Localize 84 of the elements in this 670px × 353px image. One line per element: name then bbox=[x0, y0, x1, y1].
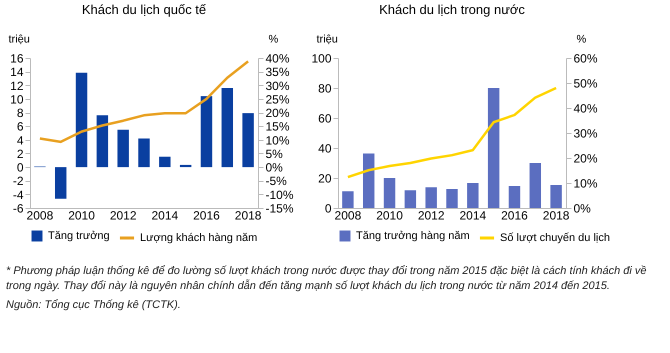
y2-tick-label: -5% bbox=[266, 174, 288, 188]
y-tick-label: 16 bbox=[10, 52, 24, 66]
y2-tick-label: 0% bbox=[266, 160, 284, 175]
y-tick-label: -2 bbox=[12, 174, 24, 188]
bar bbox=[159, 156, 171, 168]
y-tick-label: 20 bbox=[318, 172, 332, 186]
bar bbox=[384, 178, 396, 208]
bar bbox=[467, 183, 479, 208]
y2-tick-label: 25% bbox=[266, 92, 290, 106]
x-tick-label: 2012 bbox=[110, 208, 137, 222]
y2-tick-label: 30% bbox=[266, 78, 290, 93]
bar bbox=[550, 185, 562, 208]
y-axis-title: triệu bbox=[316, 34, 338, 46]
legend-label: Lượng khách hàng năm bbox=[140, 232, 258, 244]
y2-tick-label: 5% bbox=[266, 146, 284, 161]
y-tick-label: 2 bbox=[16, 146, 24, 161]
bar bbox=[180, 164, 192, 168]
x-tick-label: 2012 bbox=[418, 208, 445, 222]
x-tick-label: 2008 bbox=[26, 208, 54, 222]
bar bbox=[508, 186, 520, 208]
bar bbox=[530, 163, 542, 208]
y2-tick-label: 50% bbox=[574, 76, 598, 90]
y2-tick-label: 15% bbox=[266, 120, 290, 134]
x-tick-label: 2008 bbox=[334, 208, 362, 222]
y2-tick-label: 20% bbox=[266, 106, 290, 120]
line-series bbox=[346, 86, 558, 178]
chart-title: Khách du lịch trong nước bbox=[379, 2, 526, 17]
y2-tick-label: 10% bbox=[574, 176, 598, 190]
bar bbox=[446, 189, 458, 208]
x-tick-label: 2016 bbox=[193, 208, 220, 222]
y2-tick-label: 30% bbox=[574, 126, 598, 140]
legend-label: Tăng trưởng bbox=[48, 230, 110, 242]
y2-axis-title: % bbox=[268, 34, 278, 46]
y-tick-label: -6 bbox=[12, 202, 24, 216]
y2-tick-label: 40% bbox=[266, 52, 290, 66]
y-axis-title: triệu bbox=[8, 34, 30, 46]
y2-tick-label: 60% bbox=[574, 52, 598, 66]
y2-tick-label: 35% bbox=[266, 65, 290, 80]
x-tick-label: 2010 bbox=[376, 208, 404, 222]
text: * Phương pháp luận thống kê để đo lường số lượt khách trong nước được thay đổi trong năm 2015 đặc biệt là cách tính khách đi về trong ngày. Thay đổi này là nguyên nhân chính dẫn đến tăng mạnh số lượt khách du lịch trong nước từ năm 2014 đến 2015. bbox=[6, 264, 648, 294]
y2-axis-title: % bbox=[576, 34, 586, 46]
y2-tick-label: 0% bbox=[574, 202, 592, 216]
x-tick-label: 2018 bbox=[234, 208, 262, 222]
x-tick-label: 2018 bbox=[542, 208, 570, 222]
bar bbox=[488, 88, 500, 208]
bar bbox=[200, 96, 212, 168]
chart-title: Khách du lịch quốc tế bbox=[82, 2, 207, 17]
bar bbox=[425, 187, 437, 208]
x-tick-label: 2016 bbox=[501, 208, 528, 222]
y2-tick-label: -10% bbox=[266, 188, 294, 202]
y-tick-label: 0 bbox=[16, 160, 24, 175]
bar bbox=[54, 167, 66, 199]
y-tick-label: 10 bbox=[10, 92, 24, 106]
x-tick-label: 2014 bbox=[151, 208, 178, 222]
y2-tick-label: 10% bbox=[266, 133, 290, 148]
bar bbox=[404, 190, 416, 208]
y-tick-label: 40 bbox=[318, 142, 332, 156]
y-tick-label: 4 bbox=[16, 133, 24, 148]
bar bbox=[138, 138, 150, 168]
x-tick-label: 2014 bbox=[459, 208, 486, 222]
bar bbox=[362, 154, 374, 208]
y-tick-label: 8 bbox=[16, 106, 24, 120]
y-tick-label: 80 bbox=[318, 82, 332, 96]
y-tick-label: 6 bbox=[16, 120, 24, 134]
y-tick-label: 12 bbox=[10, 78, 24, 93]
y2-tick-label: -15% bbox=[266, 202, 294, 216]
y-tick-label: 14 bbox=[10, 65, 24, 80]
x-tick-label: 2010 bbox=[68, 208, 96, 222]
bar bbox=[96, 115, 108, 168]
legend-label: Tăng trưởng hàng năm bbox=[356, 230, 470, 242]
bar bbox=[342, 191, 354, 208]
y2-tick-label: 40% bbox=[574, 102, 598, 116]
bar bbox=[222, 88, 234, 168]
y-tick-label: 100 bbox=[311, 52, 332, 66]
y-tick-label: -4 bbox=[12, 188, 24, 202]
text: Nguồn: Tổng cục Thống kê (TCTK). bbox=[6, 298, 182, 313]
legend-label: Số lượt chuyến du lịch bbox=[500, 232, 610, 244]
bar bbox=[76, 72, 88, 168]
line-series bbox=[38, 60, 250, 144]
y-tick-label: 0 bbox=[324, 202, 332, 216]
y-tick-label: 60 bbox=[318, 112, 332, 126]
bar bbox=[117, 130, 129, 168]
bar bbox=[242, 113, 254, 168]
y2-tick-label: 20% bbox=[574, 152, 598, 166]
